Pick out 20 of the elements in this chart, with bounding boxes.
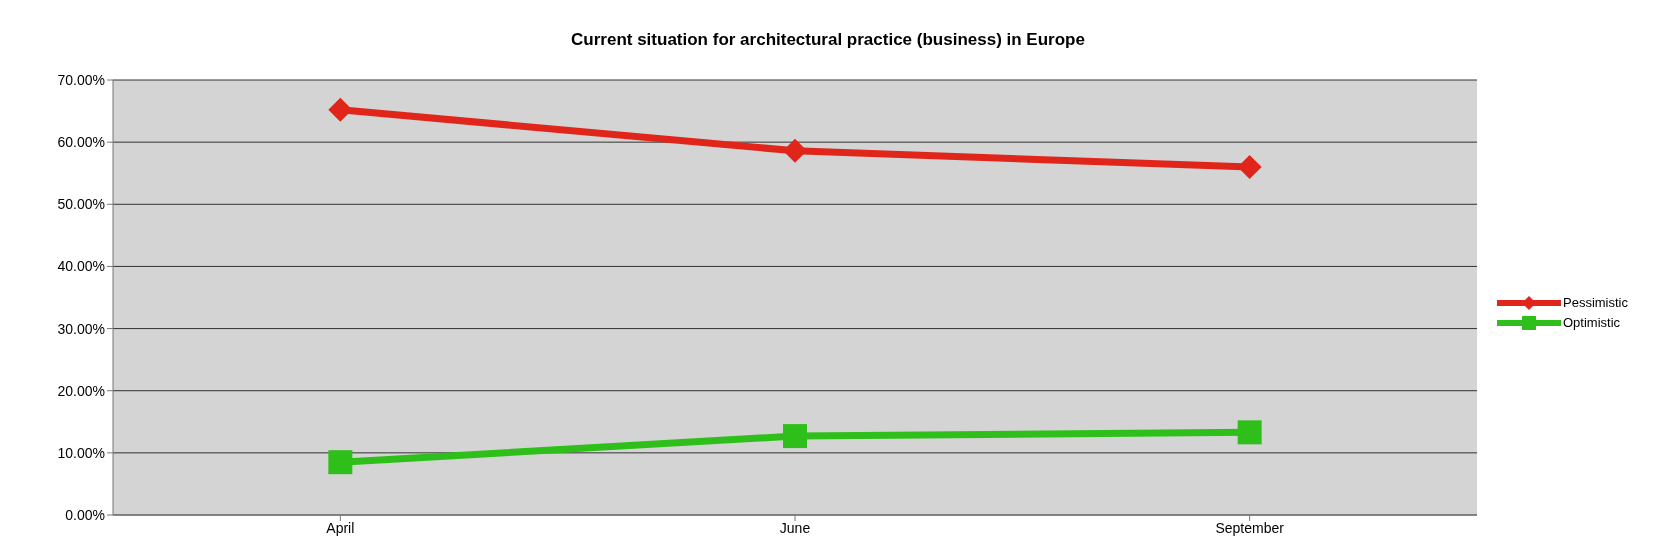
y-tick-label: 70.00% <box>57 71 105 88</box>
legend-label: Pessimistic <box>1562 295 1628 310</box>
point <box>328 450 353 475</box>
point <box>328 97 353 122</box>
x-tick-label: September <box>1215 519 1285 536</box>
y-tick-label: 0.00% <box>65 506 105 523</box>
point <box>782 138 807 163</box>
point <box>1237 420 1262 445</box>
chart-title: Current situation for architectural practice (business) in Europe <box>570 29 1086 51</box>
legend-label: Optimistic <box>1562 315 1621 330</box>
x-tick-label: June <box>779 519 811 536</box>
y-tick-label: 10.00% <box>57 444 105 461</box>
y-tick-label: 60.00% <box>57 134 105 151</box>
y-tick-label: 40.00% <box>57 258 105 275</box>
y-tick-label: 50.00% <box>57 196 105 213</box>
y-tick-label: 20.00% <box>57 382 105 399</box>
y-tick-label: 30.00% <box>57 320 105 337</box>
x-tick-label: April <box>326 519 355 536</box>
point <box>1237 155 1262 179</box>
point <box>782 424 807 449</box>
